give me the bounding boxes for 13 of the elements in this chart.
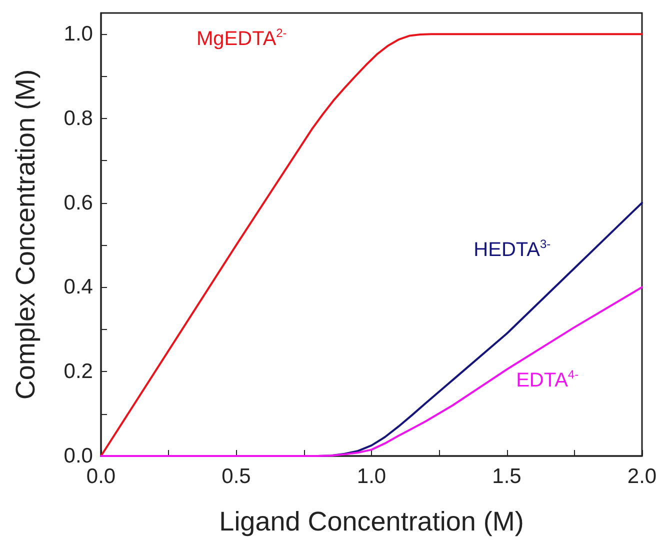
y-tick-label: 0.6	[64, 191, 93, 214]
y-tick-label: 0.4	[64, 276, 94, 299]
x-axis-title: Ligand Concentration (M)	[219, 506, 524, 536]
x-tick-label: 0.5	[222, 465, 251, 488]
x-tick-label: 0.0	[86, 465, 116, 488]
x-tick-label: 2.0	[627, 465, 657, 488]
y-tick-label: 0.0	[64, 444, 93, 468]
y-tick-label: 0.8	[64, 106, 93, 130]
y-tick-label: 0.2	[64, 360, 93, 384]
y-tick-label: 1.0	[64, 22, 93, 46]
x-tick-label: 1.0	[356, 465, 386, 488]
y-axis-title: Complex Concentration (M)	[10, 69, 40, 400]
x-tick-label: 1.5	[492, 465, 522, 488]
